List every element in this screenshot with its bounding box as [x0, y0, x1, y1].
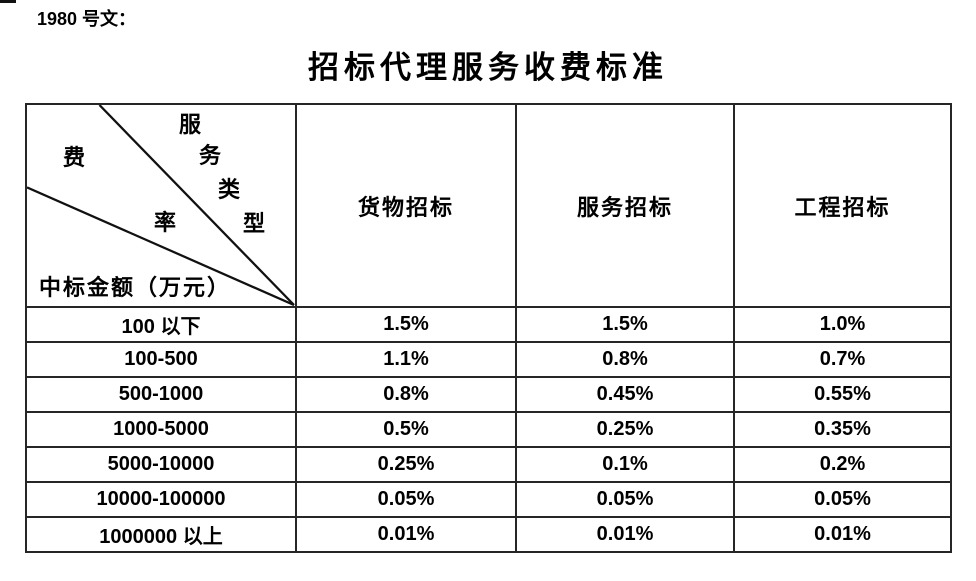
rate-cell-goods: 1.1%: [295, 341, 517, 378]
table-row: 10000-100000 0.05% 0.05% 0.05%: [25, 481, 952, 518]
table-row: 500-1000 0.8% 0.45% 0.55%: [25, 376, 952, 413]
table-row: 100 以下 1.5% 1.5% 1.0%: [25, 306, 952, 343]
corner-header-cell: 服 务 类 型 费 率 中标金额（万元）: [25, 103, 297, 308]
rate-cell-engineering: 0.55%: [733, 376, 952, 413]
column-header-goods: 货物招标: [295, 103, 517, 308]
column-header-engineering: 工程招标: [733, 103, 952, 308]
amount-cell: 1000-5000: [25, 411, 297, 448]
corner-label-rate-char: 费: [63, 145, 88, 170]
table-row: 100-500 1.1% 0.8% 0.7%: [25, 341, 952, 378]
amount-cell: 1000000 以上: [25, 516, 297, 553]
rate-cell-engineering: 0.01%: [733, 516, 952, 553]
table-row: 5000-10000 0.25% 0.1% 0.2%: [25, 446, 952, 483]
rate-cell-engineering: 0.7%: [733, 341, 952, 378]
rate-cell-engineering: 0.2%: [733, 446, 952, 483]
amount-cell: 100 以下: [25, 306, 297, 343]
rate-cell-engineering: 1.0%: [733, 306, 952, 343]
rate-cell-goods: 0.05%: [295, 481, 517, 518]
scan-artifact: [0, 0, 16, 3]
rate-cell-service: 0.45%: [515, 376, 735, 413]
header-row: 服 务 类 型 费 率 中标金额（万元） 货物招标 服务招标 工程招标: [25, 103, 952, 308]
rate-cell-engineering: 0.05%: [733, 481, 952, 518]
amount-cell: 5000-10000: [25, 446, 297, 483]
page-title: 招标代理服务收费标准: [308, 50, 668, 85]
rate-cell-service: 0.01%: [515, 516, 735, 553]
rate-cell-engineering: 0.35%: [733, 411, 952, 448]
table-row: 1000000 以上 0.01% 0.01% 0.01%: [25, 516, 952, 553]
table-row: 1000-5000 0.5% 0.25% 0.35%: [25, 411, 952, 448]
rate-cell-goods: 1.5%: [295, 306, 517, 343]
corner-label-service-type-char: 服: [179, 112, 204, 137]
corner-label-service-type-char: 类: [218, 177, 243, 202]
rate-cell-service: 0.25%: [515, 411, 735, 448]
amount-cell: 100-500: [25, 341, 297, 378]
rate-cell-service: 0.1%: [515, 446, 735, 483]
corner-label-rate-char: 率: [154, 210, 179, 235]
diagonal-divider-lines: [28, 106, 294, 305]
rate-cell-service: 0.8%: [515, 341, 735, 378]
rate-cell-service: 1.5%: [515, 306, 735, 343]
rate-cell-goods: 0.8%: [295, 376, 517, 413]
amount-cell: 500-1000: [25, 376, 297, 413]
amount-cell: 10000-100000: [25, 481, 297, 518]
rate-cell-goods: 0.25%: [295, 446, 517, 483]
doc-number: 1980 号文：: [37, 9, 137, 29]
fee-table: 服 务 类 型 费 率 中标金额（万元） 货物招标 服务招标 工程招标 100 …: [25, 103, 952, 553]
corner-label-service-type-char: 务: [199, 143, 224, 168]
corner-label-amount: 中标金额（万元）: [39, 275, 232, 300]
corner-label-service-type-char: 型: [243, 211, 268, 236]
rate-cell-service: 0.05%: [515, 481, 735, 518]
rate-cell-goods: 0.01%: [295, 516, 517, 553]
column-header-service: 服务招标: [515, 103, 735, 308]
rate-cell-goods: 0.5%: [295, 411, 517, 448]
